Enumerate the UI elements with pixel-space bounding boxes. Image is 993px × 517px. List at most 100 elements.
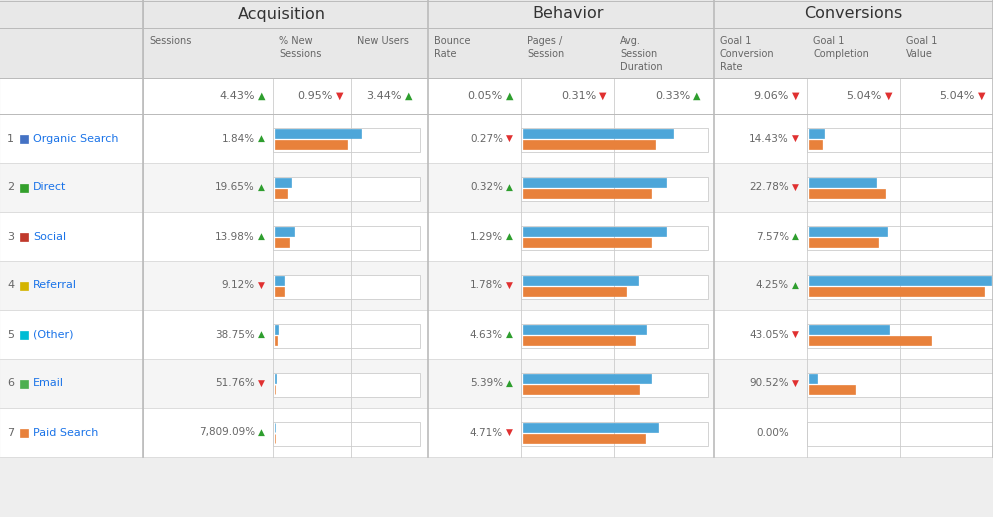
Bar bbox=[0, 212, 993, 261]
Bar bbox=[523, 276, 638, 284]
Text: ▲: ▲ bbox=[506, 91, 513, 101]
Text: 5.04%: 5.04% bbox=[847, 91, 882, 101]
Bar bbox=[521, 275, 708, 298]
Text: 0.33%: 0.33% bbox=[654, 91, 690, 101]
Bar bbox=[809, 140, 822, 148]
Bar bbox=[809, 286, 984, 296]
Bar bbox=[523, 286, 627, 296]
Text: ▲: ▲ bbox=[258, 134, 265, 143]
Text: ▼: ▼ bbox=[885, 91, 893, 101]
Bar bbox=[20, 134, 28, 143]
Bar bbox=[273, 128, 420, 151]
Bar bbox=[20, 281, 28, 290]
Bar bbox=[809, 276, 991, 284]
Bar bbox=[275, 336, 277, 344]
Text: 1.78%: 1.78% bbox=[470, 281, 503, 291]
Text: 7,809.09%: 7,809.09% bbox=[199, 428, 255, 437]
Bar bbox=[521, 373, 708, 397]
Bar bbox=[523, 336, 635, 344]
Bar bbox=[807, 421, 993, 446]
Text: Acquisition: Acquisition bbox=[237, 7, 326, 22]
Text: 38.75%: 38.75% bbox=[215, 329, 255, 340]
Bar bbox=[273, 225, 420, 250]
Text: ▼: ▼ bbox=[792, 134, 799, 143]
Bar bbox=[0, 114, 993, 163]
Bar bbox=[273, 275, 420, 298]
Text: ▲: ▲ bbox=[506, 379, 512, 388]
Text: ▼: ▼ bbox=[792, 379, 799, 388]
Text: ▲: ▲ bbox=[258, 232, 265, 241]
Bar bbox=[275, 129, 360, 138]
Bar bbox=[809, 336, 931, 344]
Bar bbox=[521, 128, 708, 151]
Bar bbox=[20, 379, 28, 388]
Text: 1: 1 bbox=[7, 133, 14, 144]
Text: 9.12%: 9.12% bbox=[221, 281, 255, 291]
Text: Direct: Direct bbox=[33, 183, 67, 192]
Text: ▼: ▼ bbox=[599, 91, 607, 101]
Bar bbox=[275, 189, 287, 197]
Text: ▲: ▲ bbox=[792, 281, 799, 290]
Text: ▼: ▼ bbox=[258, 379, 265, 388]
Bar bbox=[0, 408, 993, 457]
Bar bbox=[807, 128, 993, 151]
Text: 4.71%: 4.71% bbox=[470, 428, 503, 437]
Bar bbox=[275, 237, 289, 247]
Text: ▲: ▲ bbox=[506, 183, 512, 192]
Text: ▼: ▼ bbox=[506, 134, 512, 143]
Text: ▼: ▼ bbox=[792, 330, 799, 339]
Bar bbox=[809, 226, 888, 236]
Bar bbox=[809, 325, 889, 333]
Bar bbox=[523, 189, 651, 197]
Text: 0.00%: 0.00% bbox=[757, 428, 789, 437]
Text: Goal 1
Conversion
Rate: Goal 1 Conversion Rate bbox=[720, 36, 775, 71]
Bar bbox=[20, 184, 28, 191]
Bar bbox=[275, 286, 284, 296]
Text: ▲: ▲ bbox=[405, 91, 412, 101]
Text: 0.31%: 0.31% bbox=[561, 91, 596, 101]
Bar bbox=[0, 78, 993, 114]
Text: 5.39%: 5.39% bbox=[470, 378, 503, 388]
Text: ▲: ▲ bbox=[792, 232, 799, 241]
Bar bbox=[809, 129, 823, 138]
Text: Goal 1
Completion: Goal 1 Completion bbox=[813, 36, 869, 59]
Text: 5: 5 bbox=[7, 329, 14, 340]
Text: 1.84%: 1.84% bbox=[221, 133, 255, 144]
Text: 0.95%: 0.95% bbox=[298, 91, 333, 101]
Text: Paid Search: Paid Search bbox=[33, 428, 98, 437]
Text: ▼: ▼ bbox=[336, 91, 344, 101]
Bar bbox=[521, 421, 708, 446]
Bar bbox=[809, 373, 817, 383]
Bar bbox=[807, 275, 993, 298]
Text: Sessions: Sessions bbox=[149, 36, 192, 46]
Text: 3: 3 bbox=[7, 232, 14, 241]
Text: 6: 6 bbox=[7, 378, 14, 388]
Bar bbox=[807, 176, 993, 201]
Bar bbox=[275, 226, 294, 236]
Text: 14.43%: 14.43% bbox=[750, 133, 789, 144]
Text: 4.63%: 4.63% bbox=[470, 329, 503, 340]
Text: 0.05%: 0.05% bbox=[468, 91, 503, 101]
Text: (Other): (Other) bbox=[33, 329, 73, 340]
Text: ▼: ▼ bbox=[506, 281, 512, 290]
Text: ▲: ▲ bbox=[506, 330, 512, 339]
Text: ▲: ▲ bbox=[258, 183, 265, 192]
Bar bbox=[523, 140, 654, 148]
Text: 1.29%: 1.29% bbox=[470, 232, 503, 241]
Text: 9.06%: 9.06% bbox=[754, 91, 789, 101]
Bar bbox=[807, 373, 993, 397]
Text: ▲: ▲ bbox=[506, 232, 512, 241]
Bar bbox=[275, 140, 347, 148]
Bar bbox=[523, 373, 651, 383]
Bar bbox=[273, 176, 420, 201]
Text: 0.27%: 0.27% bbox=[470, 133, 503, 144]
Bar bbox=[273, 421, 420, 446]
Text: Behavior: Behavior bbox=[532, 7, 604, 22]
Bar bbox=[0, 359, 993, 408]
Text: ▼: ▼ bbox=[506, 428, 512, 437]
Bar bbox=[273, 373, 420, 397]
Bar bbox=[807, 324, 993, 347]
Bar bbox=[523, 177, 665, 187]
Bar bbox=[0, 0, 993, 28]
Text: 19.65%: 19.65% bbox=[215, 183, 255, 192]
